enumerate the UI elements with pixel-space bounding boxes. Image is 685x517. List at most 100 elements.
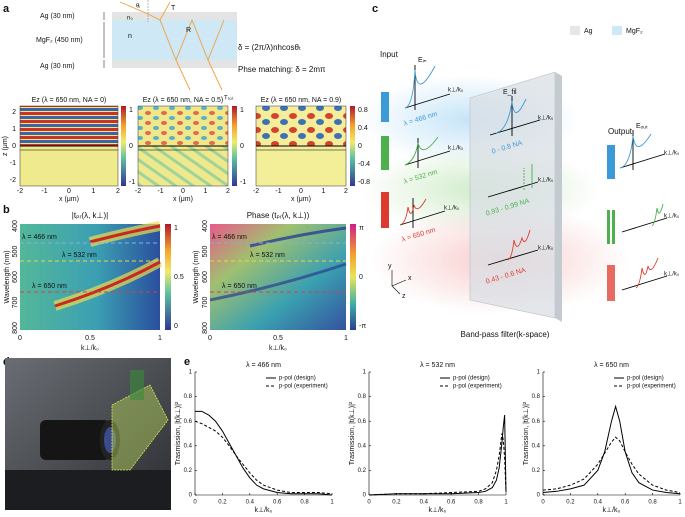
y-tick-label: 800 (12, 322, 19, 334)
x-tick-label: 0 (299, 188, 303, 195)
x-tick-label: 1 (504, 500, 508, 506)
axis-label: Wavelength (nm) (193, 250, 200, 303)
y-tick-label: 0 (537, 493, 541, 499)
axis-label: k⊥/k₀ (538, 115, 554, 122)
x-tick-label: 0.4 (594, 500, 603, 506)
legend-label: p-pol (experiment) (453, 384, 502, 390)
y-tick-label: 800 (202, 322, 209, 334)
colorbar-tick: 0 (359, 274, 363, 281)
y-tick-label: 0.8 (184, 394, 193, 400)
caption: Band-pass filter(k-space) (461, 330, 550, 339)
field-label: Eₒᵤₜ (636, 123, 648, 130)
field-title: Ez (λ = 650 nm, NA = 0.5) (143, 97, 224, 104)
x-tick-label: 1 (344, 335, 348, 342)
y-tick-label: 0.6 (532, 419, 541, 425)
axis-label: k⊥/k₀ (255, 507, 273, 514)
axis-label: k⊥/k₀ (538, 177, 554, 184)
layer-label: Ag (30 nm) (40, 63, 75, 70)
legend-label: p-pol (design) (279, 376, 316, 382)
axis-label: Trasmission, |t(k⊥)|² (349, 401, 356, 465)
axis-label: Wavelength (nm) (4, 250, 11, 303)
colorbar-tick: -0.8 (358, 179, 370, 186)
y-tick-label: 700 (12, 297, 19, 309)
chart-title: λ = 532 nm (420, 362, 455, 369)
legend-label: p-pol (experiment) (279, 384, 328, 390)
y-tick-label: 2 (12, 109, 16, 116)
equation: δ = (2π/λ)nhcosθₜ (238, 43, 301, 52)
symbol: n₀ (127, 16, 133, 22)
line-label: λ = 532 nm (250, 252, 285, 259)
axis-label: x (μm) (173, 196, 193, 203)
x-tick-label: 0.2 (218, 500, 227, 506)
y-tick-label: 0 (363, 493, 367, 499)
axis-label: k⊥/k₀ (444, 205, 460, 212)
y-tick-label: 0.2 (532, 468, 541, 474)
x-tick-label: 1 (204, 188, 208, 195)
axis-label: k⊥/k₀ (664, 213, 680, 220)
axis-label: k⊥/k₀ (538, 245, 554, 252)
x-tick-label: 1 (322, 188, 326, 195)
panel-label: a (3, 3, 10, 15)
axis-label: k⊥/k₀ (448, 87, 464, 94)
series-line (542, 404, 681, 495)
x-tick-label: -1 (275, 188, 281, 195)
heatmaps (20, 221, 356, 330)
colorbar-tick: 0 (358, 143, 362, 150)
series-line (195, 410, 333, 496)
y-tick-label: 500 (202, 246, 209, 258)
y-tick-label: 0.4 (184, 443, 193, 449)
legend-label: p-pol (experiment) (627, 384, 676, 390)
y-tick-label: 500 (12, 246, 19, 258)
panel-label: b (3, 204, 10, 216)
y-tick-label: 1 (189, 370, 193, 376)
y-tick-label: 0.4 (532, 443, 541, 449)
x-tick-label: -1 (41, 188, 47, 195)
x-tick-label: 0 (193, 500, 197, 506)
axis-label: k⊥/k₀ (448, 145, 464, 152)
x-tick-label: 1 (330, 500, 334, 506)
x-tick-label: 0.2 (566, 500, 575, 506)
x-tick-label: 0 (18, 335, 22, 342)
x-tick-label: 2 (226, 188, 230, 195)
y-tick-label: 600 (202, 271, 209, 283)
axis-label: x (μm) (291, 196, 311, 203)
y-tick-label: 0.6 (184, 419, 193, 425)
legend-label: p-pol (design) (627, 376, 664, 382)
colorbar-tick: 0.8 (358, 107, 368, 114)
y-tick-label: 0.6 (358, 419, 367, 425)
symbol: n (128, 33, 132, 40)
heatmap-title: |tₚᵣ(λ, k⊥)| (72, 211, 108, 220)
axis-label: k⊥/k₀ (81, 345, 99, 352)
series-line (194, 420, 333, 495)
x-tick-label: 0.8 (300, 500, 309, 506)
colorbar-tick: -1 (240, 179, 246, 186)
x-tick-label: 0 (181, 188, 185, 195)
legend-label: MgF₂ (626, 28, 643, 35)
y-tick-label: -2 (10, 177, 16, 184)
x-tick-label: -2 (17, 188, 23, 195)
colorbar-tick: 1 (240, 107, 244, 114)
axis-label: Trasmission, |t(k⊥)|² (523, 401, 530, 465)
y-tick-label: 0.4 (358, 443, 367, 449)
line-label: λ = 650 nm (222, 283, 257, 290)
x-tick-label: -2 (135, 188, 141, 195)
line-label: λ = 650 nm (32, 283, 67, 290)
x-tick-label: -2 (253, 188, 259, 195)
y-tick-label: 1 (537, 370, 541, 376)
y-tick-label: 1 (363, 370, 367, 376)
x-tick-label: 0 (367, 500, 371, 506)
panel-label: e (184, 356, 190, 368)
x-tick-label: -1 (157, 188, 163, 195)
y-tick-label: 1 (12, 126, 16, 133)
colorbar-tick: -0.4 (358, 161, 370, 168)
colorbar-tick: 0 (240, 143, 244, 150)
legend-label: Ag (584, 28, 593, 35)
x-tick-label: 0 (541, 500, 545, 506)
colorbar-tick: 0.5 (174, 274, 184, 281)
chart-title: λ = 466 nm (246, 362, 281, 369)
x-tick-label: 0.5 (85, 335, 95, 342)
y-tick-label: -1 (10, 160, 16, 167)
x-tick-label: 0.2 (392, 500, 401, 506)
axis-label: Trasmission, |t(k⊥)|² (175, 401, 182, 465)
